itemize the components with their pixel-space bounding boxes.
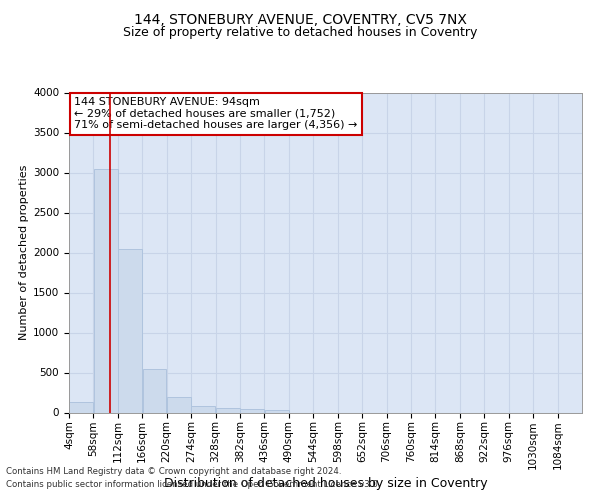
Bar: [191, 406, 215, 412]
Bar: [241, 409, 264, 412]
Y-axis label: Number of detached properties: Number of detached properties: [19, 165, 29, 340]
Text: Contains public sector information licensed under the Open Government Licence v3: Contains public sector information licen…: [6, 480, 380, 489]
Bar: [167, 396, 191, 412]
Bar: [216, 408, 239, 412]
Text: Size of property relative to detached houses in Coventry: Size of property relative to detached ho…: [123, 26, 477, 39]
Bar: [265, 410, 289, 412]
Bar: [118, 248, 142, 412]
Bar: [70, 402, 93, 412]
Bar: [143, 368, 166, 412]
X-axis label: Distribution of detached houses by size in Coventry: Distribution of detached houses by size …: [164, 477, 487, 490]
Text: Contains HM Land Registry data © Crown copyright and database right 2024.: Contains HM Land Registry data © Crown c…: [6, 467, 341, 476]
Bar: [94, 168, 118, 412]
Text: 144 STONEBURY AVENUE: 94sqm
← 29% of detached houses are smaller (1,752)
71% of : 144 STONEBURY AVENUE: 94sqm ← 29% of det…: [74, 98, 358, 130]
Text: 144, STONEBURY AVENUE, COVENTRY, CV5 7NX: 144, STONEBURY AVENUE, COVENTRY, CV5 7NX: [134, 12, 466, 26]
